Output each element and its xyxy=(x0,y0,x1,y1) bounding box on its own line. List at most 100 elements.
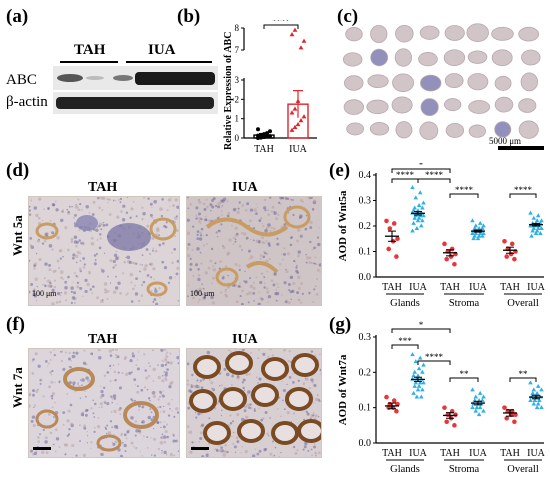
sig-bracket-e xyxy=(449,193,479,198)
sig-bracket-g xyxy=(509,377,537,382)
sig-label-g: ** xyxy=(460,369,470,379)
group-label-tah: TAH xyxy=(74,42,106,58)
micro-f-col-iua: IUA xyxy=(232,332,258,347)
point-e xyxy=(410,185,415,190)
xlabel-e-2: TAH xyxy=(440,282,460,293)
point-g xyxy=(539,387,544,392)
chart-e: 0.0 0.1 0.2 0.3 0.4 AOD of Wnt5a TAH IUA TAH IUA T… xyxy=(337,163,546,309)
point-b-IUA xyxy=(295,121,301,127)
point-g xyxy=(417,355,423,360)
point-b-TAH xyxy=(265,134,269,139)
chart-g: 0.0 0.1 0.2 0.3 AOD of Wnt7a TAH IUA TAH IUA TAH I… xyxy=(337,320,546,475)
ticklabel-g-0.0: 0.0 xyxy=(359,438,372,449)
xlabel-g-1: IUA xyxy=(409,448,428,459)
group-label-g-1: Stroma xyxy=(449,464,480,475)
micrograph-wnt5a-tah: 100 μm xyxy=(28,196,180,306)
point-g xyxy=(470,405,475,410)
panel-label-b: (b) xyxy=(177,6,201,27)
ticklabel-b-2: 2 xyxy=(235,94,240,104)
point-e xyxy=(473,223,479,228)
point-g xyxy=(502,405,507,410)
point-b-IUA xyxy=(298,45,304,50)
point-e xyxy=(528,223,533,228)
micrograph-wnt5a-iua: 100 μm xyxy=(186,196,322,306)
point-e xyxy=(502,239,507,244)
group-label-e-2: Overall xyxy=(507,298,539,309)
micro-f-row-label: Wnt 7a xyxy=(10,367,25,408)
panel-label-a: (a) xyxy=(6,6,29,27)
point-g xyxy=(532,398,538,402)
group-label-e-1: Stroma xyxy=(449,298,480,309)
point-e xyxy=(411,220,416,225)
point-b-IUA xyxy=(298,118,304,123)
point-g xyxy=(531,387,537,392)
sig-bracket-g xyxy=(417,360,451,365)
sig-bracket-g xyxy=(391,344,419,349)
ylabel-e: AOD of Wnt5a xyxy=(337,190,349,261)
ticklabel-e-0.3: 0.3 xyxy=(359,196,372,207)
point-e xyxy=(442,241,447,247)
panel-label-e: (e) xyxy=(329,160,351,181)
point-g xyxy=(391,398,397,403)
point-e xyxy=(391,221,397,226)
point-g xyxy=(413,359,419,364)
point-g xyxy=(481,394,486,399)
point-g xyxy=(411,373,416,378)
panel-label-g: (g) xyxy=(329,314,352,335)
point-g xyxy=(415,387,421,392)
point-g xyxy=(421,362,426,367)
micro-f-col-tah: TAH xyxy=(88,332,118,347)
panel-label-d: (d) xyxy=(6,160,30,181)
micro-d-col-iua: IUA xyxy=(232,180,258,195)
point-g xyxy=(414,394,420,399)
point-g xyxy=(413,380,419,385)
point-b-IUA xyxy=(292,27,298,32)
point-g xyxy=(528,380,533,385)
point-e xyxy=(452,261,457,267)
scale-label-5000: 5000 μm xyxy=(488,136,522,146)
point-b-IUA xyxy=(289,110,295,115)
point-b-IUA xyxy=(292,124,298,129)
point-e xyxy=(384,218,389,224)
blot-image xyxy=(53,66,218,114)
point-g xyxy=(412,369,417,374)
point-e xyxy=(412,205,417,210)
point-b-TAH xyxy=(256,127,260,132)
point-e xyxy=(412,215,417,220)
micro-d-col-tah: TAH xyxy=(88,180,118,195)
sig-label-e: * xyxy=(419,163,424,170)
xlabel-g-3: IUA xyxy=(469,448,488,459)
point-e xyxy=(539,218,544,223)
point-e xyxy=(529,233,534,238)
xlabel-e-0: TAH xyxy=(382,282,402,293)
xlabel-g-5: IUA xyxy=(527,448,546,459)
group-label-g-0: Glands xyxy=(390,464,420,475)
point-g xyxy=(534,405,540,410)
point-g xyxy=(535,383,541,388)
point-e xyxy=(504,254,509,259)
point-g xyxy=(410,352,415,357)
point-b-IUA xyxy=(301,114,307,119)
group-bar-iua xyxy=(126,61,212,63)
point-g xyxy=(442,405,447,410)
point-e xyxy=(420,205,425,210)
sig-label-e: **** xyxy=(514,185,533,195)
point-g xyxy=(444,419,449,425)
xlabel-e-5: IUA xyxy=(527,282,546,293)
ticklabel-g-0.1: 0.1 xyxy=(359,403,372,414)
point-g xyxy=(411,390,416,395)
group-label-g-2: Overall xyxy=(507,464,539,475)
point-e xyxy=(416,203,422,207)
micrograph-wnt7a-tah xyxy=(28,348,180,458)
point-b-TAH xyxy=(262,132,266,137)
point-g xyxy=(394,408,399,414)
sig-bracket-b xyxy=(263,24,299,29)
point-b-IUA xyxy=(301,38,307,43)
ticklabel-e-0.2: 0.2 xyxy=(359,221,372,232)
point-e xyxy=(413,195,419,200)
point-g xyxy=(504,415,509,421)
point-b-IUA xyxy=(292,106,298,111)
chart-b: 0 1 2 3 7 8 TAH IUA **** xyxy=(235,20,317,155)
sig-bracket-e xyxy=(509,193,537,198)
